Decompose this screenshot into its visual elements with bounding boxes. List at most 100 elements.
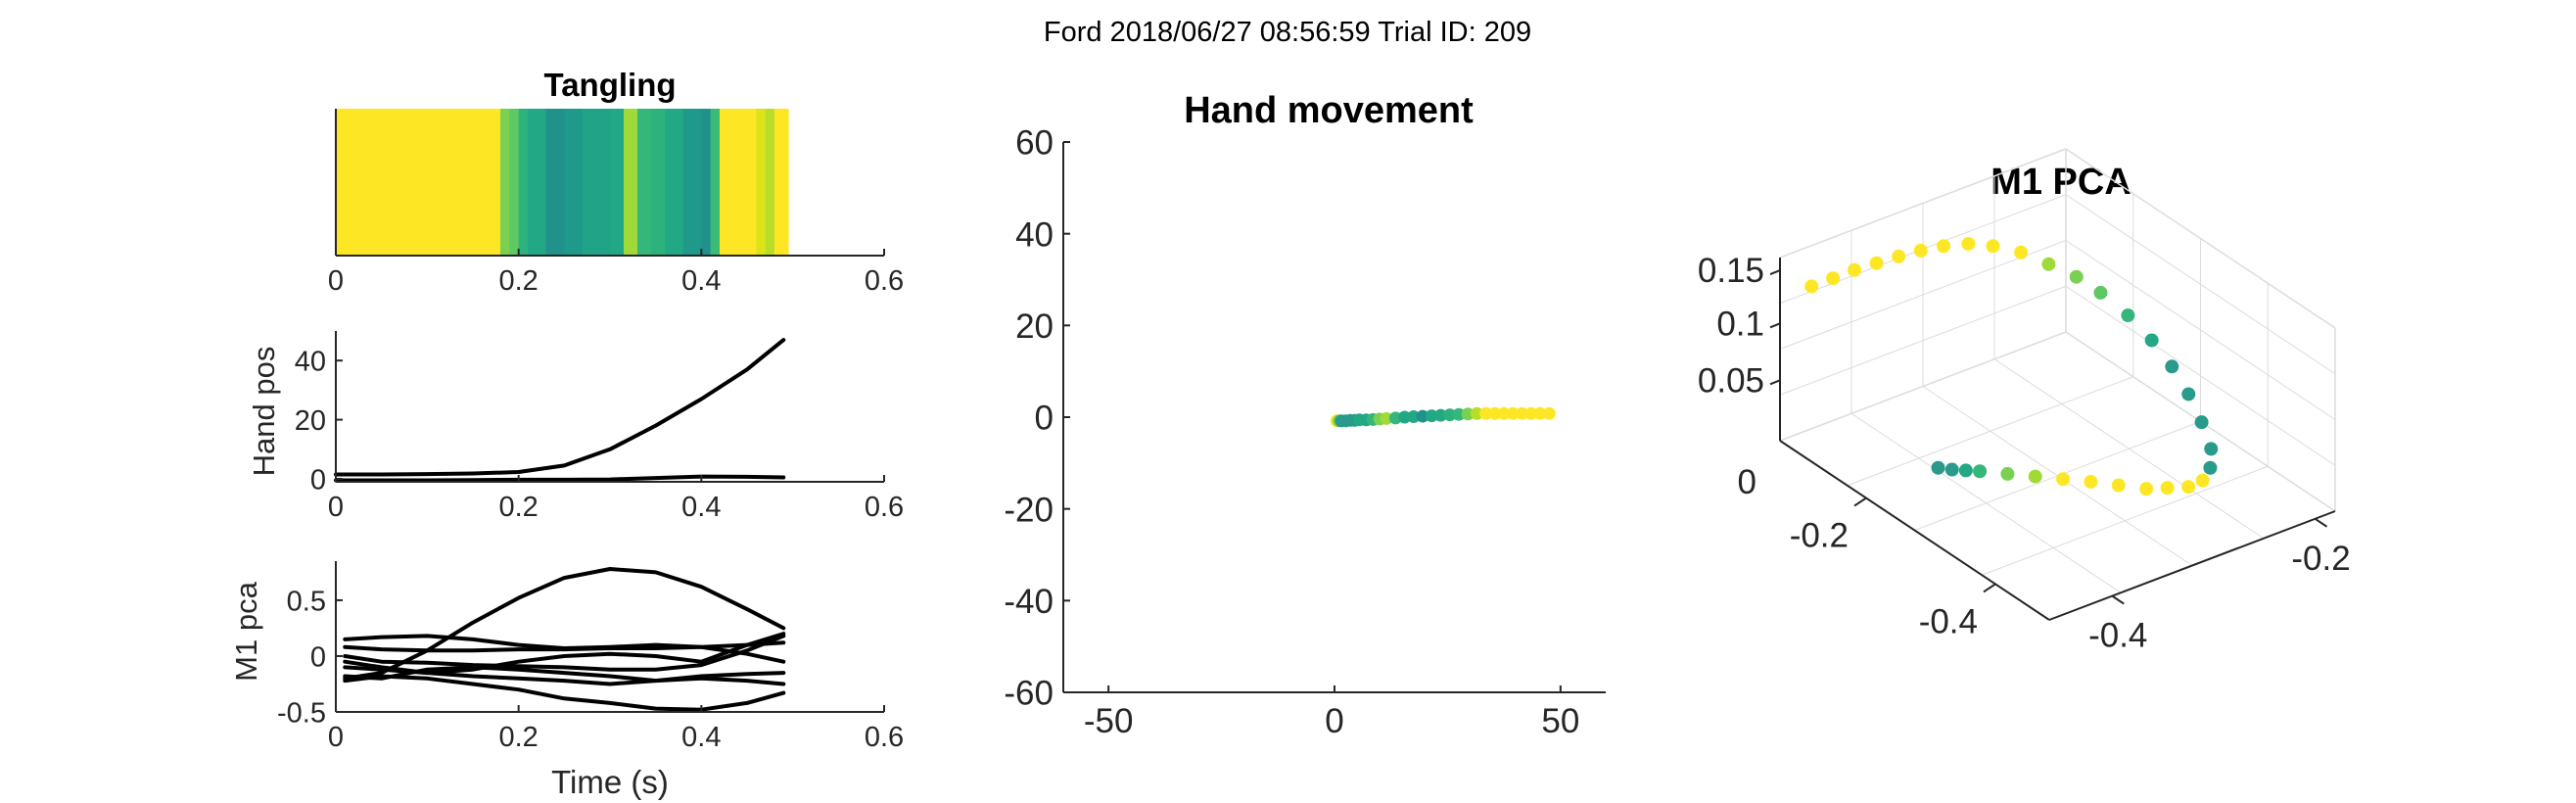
m1-pca-3d-y-tick <box>2315 517 2328 528</box>
tangling-x-tick-label: 0.6 <box>865 265 904 297</box>
hand-movement-axes: -50 0 50 -60 -40 -20 0 20 40 60 <box>1004 124 1606 740</box>
m1-pca-3d-point <box>2139 482 2154 496</box>
m1-pca-series-PC7 <box>343 674 786 712</box>
m1-pca-3d-point <box>2084 474 2098 489</box>
tangling-segment <box>720 109 757 256</box>
hand-movement-point <box>1398 410 1412 424</box>
m1-pca-3d-z-tick <box>1769 269 1781 276</box>
hand-movement-point <box>1524 406 1538 420</box>
m1-pca-3d-gridline <box>1982 465 2269 576</box>
m1-pca-x-tick-label: 0.6 <box>865 722 904 753</box>
m1-pca-series-PC3 <box>343 640 786 653</box>
tangling-segment <box>564 109 584 256</box>
m1-pca-3d-point <box>2000 466 2015 481</box>
m1-pca-3d-point <box>2194 415 2209 430</box>
figure-title: Ford 2018/06/27 08:56:59 Trial ID: 209 <box>1044 17 1531 48</box>
hand-movement-point <box>1479 406 1493 420</box>
tangling-segment <box>624 109 638 256</box>
m1-pca-3d-point <box>1913 243 1928 258</box>
tangling-segment <box>651 109 666 256</box>
hand-movement-title: Hand movement <box>1184 90 1474 131</box>
hand-movement-point <box>1488 406 1502 420</box>
hand-movement-point <box>1452 407 1466 421</box>
m1-pca-3d-point <box>2160 481 2175 496</box>
m1-pca-3d-point <box>1848 262 1862 277</box>
tangling-title: Tangling <box>543 67 676 103</box>
m1-pca-3d-ticks: -0.2 -0.4 -0.4 -0.2 0 0.05 0.1 0.15 <box>1698 252 2351 654</box>
m1-pca-y-tick-label: 0 <box>310 641 326 673</box>
hand-movement-y-tick-label: 0 <box>1035 400 1054 438</box>
m1-pca-3d-point <box>1986 239 2000 254</box>
hand-movement-x-tick-label: 50 <box>1541 702 1579 740</box>
m1-pca-3d-x-tick <box>1983 583 1996 593</box>
m1-pca-3d-z-tick <box>1769 322 1781 329</box>
tangling-panel: Tangling 0 0.2 0.4 0.6 <box>328 67 904 297</box>
m1-pca-3d-point <box>2203 460 2218 475</box>
m1-pca-3d-point <box>1937 239 1951 254</box>
hand-pos-x-tick-label: 0 <box>328 492 344 523</box>
tangling-segment <box>528 109 547 256</box>
tangling-segment <box>336 109 501 256</box>
m1-pca-3d-front-axis <box>2048 510 2336 621</box>
tangling-segment <box>610 109 625 256</box>
m1-pca-y-tick-label: -0.5 <box>277 697 326 729</box>
hand-movement-x-tick-label: -50 <box>1084 702 1134 740</box>
m1-pca-3d-y-tick <box>2111 594 2125 605</box>
m1-pca-3d-point <box>2111 478 2126 493</box>
hand-pos-x-tick-label: 0.4 <box>681 492 721 523</box>
m1-pca-3d-x-tick <box>1853 496 1867 507</box>
tangling-segment <box>682 109 702 256</box>
m1-pca-3d-point <box>2014 245 2029 260</box>
tangling-heatmap <box>336 109 789 256</box>
tangling-axes: 0 0.2 0.4 0.6 <box>328 109 904 297</box>
tangling-segment <box>518 109 529 256</box>
m1-pca-3d-point <box>2069 269 2084 284</box>
m1-pca-3d-point <box>2093 285 2108 300</box>
m1-pca-3d-x-tick-label: -0.2 <box>1790 517 1849 555</box>
hand-movement-point <box>1533 406 1547 420</box>
hand-movement-y-tick-label: 20 <box>1015 307 1054 346</box>
hand-movement-y-tick-label: -20 <box>1004 491 1054 529</box>
hand-pos-lines <box>334 338 786 483</box>
hand-movement-x-tick-label: 0 <box>1325 702 1343 740</box>
m1-pca-3d-z-tick-label: 0.05 <box>1698 361 1764 400</box>
m1-pca-3d-point <box>2056 472 2071 487</box>
m1-pca-x-tick-label: 0 <box>328 722 344 753</box>
hand-movement-point <box>1506 406 1520 420</box>
tangling-segment <box>701 109 712 256</box>
hand-movement-panel: Hand movement -50 0 50 -60 -40 -20 0 20 40 60 <box>1004 90 1606 740</box>
hand-pos-y-tick-label: 0 <box>310 464 326 496</box>
hand-movement-point <box>1407 410 1421 424</box>
m1-pca-3d-point <box>1961 236 1976 251</box>
hand-pos-axes: 0 0.2 0.4 0.6 0 20 40 <box>295 331 904 523</box>
m1-pca-time-lines <box>343 567 786 712</box>
hand-pos-ylabel: Hand pos <box>247 347 281 477</box>
hand-pos-panel: Hand pos 0 0.2 0.4 0.6 0 20 40 <box>247 331 904 523</box>
tangling-segment <box>545 109 565 256</box>
m1-pca-3d-y-tick-label: -0.2 <box>2291 540 2350 578</box>
m1-pca-3d-point <box>2181 387 2196 402</box>
hand-movement-points <box>1330 406 1556 428</box>
hand-movement-y-tick-label: 60 <box>1015 124 1054 163</box>
m1-pca-3d-z-tick-label: 0.1 <box>1716 305 1764 343</box>
m1-pca-3d-point <box>2121 308 2135 323</box>
m1-pca-3d-point <box>1944 462 1959 477</box>
tangling-segment <box>665 109 684 256</box>
tangling-segment <box>637 109 652 256</box>
m1-pca-3d-point <box>2195 473 2210 488</box>
tangling-segment <box>509 109 520 256</box>
hand-movement-y-tick-label: 40 <box>1015 215 1054 254</box>
m1-pca-3d-point <box>1973 464 1988 479</box>
hand-pos-y-tick-label: 40 <box>295 347 326 378</box>
tangling-segment <box>774 109 789 256</box>
tangling-x-tick-label: 0.2 <box>499 265 539 297</box>
m1-pca-time-panel: M1 pca Time (s) 0 0.2 0.4 0.6-0.500.5 <box>229 561 904 800</box>
time-xlabel: Time (s) <box>551 764 669 800</box>
m1-pca-3d-panel: M1 PCA -0.2-0.4 -0.4-0.200.050.10.15 <box>1698 148 2351 655</box>
m1-pca-3d-gridline <box>2065 240 2336 420</box>
m1-pca-3d-x-tick-label: -0.4 <box>1919 602 1978 640</box>
tangling-x-tick-label: 0 <box>328 265 344 297</box>
m1-pca-3d-point <box>1958 463 1973 478</box>
hand-pos-series-x <box>334 338 786 477</box>
